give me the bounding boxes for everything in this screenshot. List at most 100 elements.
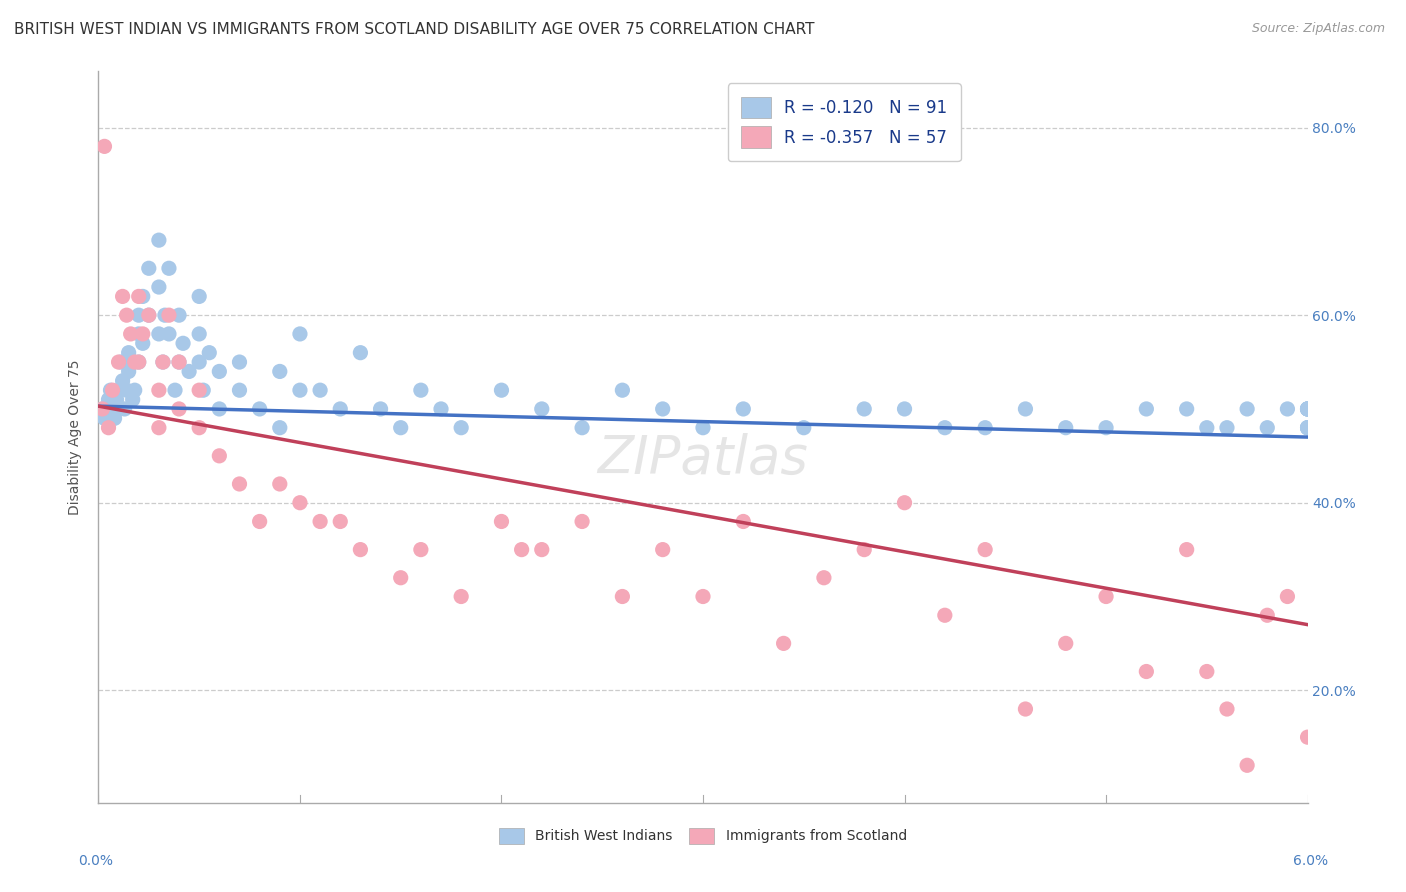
Point: [1195, 665, 1218, 679]
Point: [269, 477, 291, 491]
Point: [93, 139, 115, 153]
Point: [853, 542, 876, 557]
Point: [1296, 401, 1319, 416]
Point: [1296, 401, 1319, 416]
Point: [1277, 590, 1299, 604]
Point: [179, 364, 201, 378]
Point: [105, 392, 128, 407]
Point: [124, 383, 146, 397]
Point: [148, 420, 170, 434]
Point: [103, 411, 125, 425]
Point: [651, 401, 673, 416]
Point: [1296, 401, 1319, 416]
Point: [152, 355, 174, 369]
Text: Source: ZipAtlas.com: Source: ZipAtlas.com: [1251, 22, 1385, 36]
Point: [167, 355, 190, 369]
Text: 6.0%: 6.0%: [1292, 855, 1327, 869]
Point: [208, 364, 231, 378]
Point: [389, 420, 412, 434]
Point: [1195, 420, 1218, 434]
Point: [228, 355, 250, 369]
Point: [101, 401, 124, 416]
Point: [157, 326, 180, 341]
Point: [329, 515, 352, 529]
Point: [228, 477, 250, 491]
Point: [1175, 401, 1198, 416]
Point: [530, 401, 553, 416]
Point: [269, 420, 291, 434]
Point: [692, 420, 714, 434]
Point: [1054, 636, 1077, 650]
Point: [96, 401, 118, 416]
Point: [934, 420, 956, 434]
Point: [198, 345, 221, 359]
Point: [167, 355, 190, 369]
Point: [1277, 401, 1299, 416]
Point: [1014, 702, 1036, 716]
Point: [793, 420, 815, 434]
Point: [733, 401, 755, 416]
Point: [1296, 401, 1319, 416]
Point: [612, 383, 634, 397]
Point: [288, 383, 311, 397]
Point: [148, 383, 170, 397]
Point: [148, 280, 170, 294]
Point: [114, 401, 136, 416]
Point: [389, 571, 412, 585]
Point: [1135, 401, 1157, 416]
Point: [208, 401, 231, 416]
Point: [91, 401, 114, 416]
Point: [288, 326, 311, 341]
Point: [132, 289, 155, 303]
Point: [115, 308, 138, 322]
Point: [772, 636, 794, 650]
Point: [124, 355, 146, 369]
Point: [450, 590, 472, 604]
Point: [1296, 401, 1319, 416]
Point: [1095, 590, 1118, 604]
Point: [132, 336, 155, 351]
Point: [813, 571, 835, 585]
Point: [491, 383, 513, 397]
Point: [111, 289, 134, 303]
Point: [309, 515, 332, 529]
Point: [138, 308, 160, 322]
Point: [1236, 758, 1258, 772]
Point: [1236, 401, 1258, 416]
Point: [97, 392, 120, 407]
Point: [530, 542, 553, 557]
Text: BRITISH WEST INDIAN VS IMMIGRANTS FROM SCOTLAND DISABILITY AGE OVER 75 CORRELATI: BRITISH WEST INDIAN VS IMMIGRANTS FROM S…: [14, 22, 814, 37]
Point: [571, 515, 593, 529]
Point: [101, 383, 124, 397]
Point: [1135, 665, 1157, 679]
Point: [91, 401, 114, 416]
Point: [1014, 401, 1036, 416]
Point: [974, 420, 997, 434]
Point: [193, 383, 215, 397]
Point: [188, 355, 211, 369]
Point: [1296, 730, 1319, 744]
Point: [167, 308, 190, 322]
Point: [157, 308, 180, 322]
Point: [115, 383, 138, 397]
Point: [1095, 420, 1118, 434]
Point: [349, 345, 371, 359]
Point: [111, 374, 134, 388]
Point: [430, 401, 453, 416]
Point: [152, 355, 174, 369]
Point: [107, 355, 129, 369]
Point: [118, 364, 141, 378]
Point: [1175, 542, 1198, 557]
Point: [128, 355, 150, 369]
Point: [853, 401, 876, 416]
Point: [409, 383, 432, 397]
Point: [157, 261, 180, 276]
Point: [163, 383, 186, 397]
Point: [138, 308, 160, 322]
Point: [612, 590, 634, 604]
Point: [1296, 420, 1319, 434]
Legend: British West Indians, Immigrants from Scotland: British West Indians, Immigrants from Sc…: [492, 821, 914, 851]
Point: [692, 590, 714, 604]
Point: [571, 420, 593, 434]
Point: [370, 401, 392, 416]
